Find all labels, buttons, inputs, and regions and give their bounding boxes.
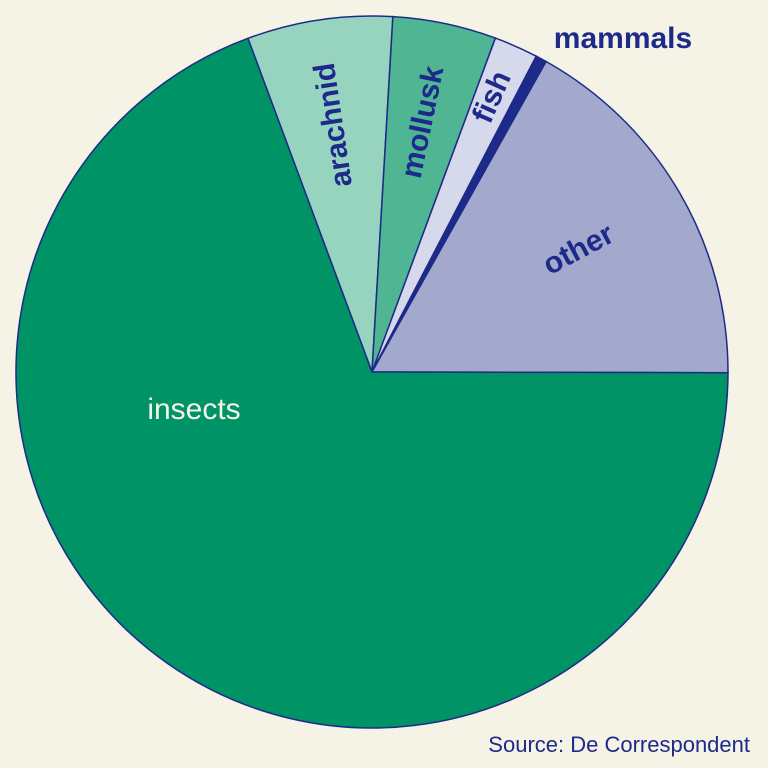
slice-label-insects: insects [147,393,240,426]
slice-label-mammals: mammals [554,22,692,55]
pie-slice-other [370,60,729,374]
pie-slice-insects [15,37,729,729]
source-caption: Source: De Correspondent [488,732,750,757]
pie-slice-arachnid [246,15,394,373]
